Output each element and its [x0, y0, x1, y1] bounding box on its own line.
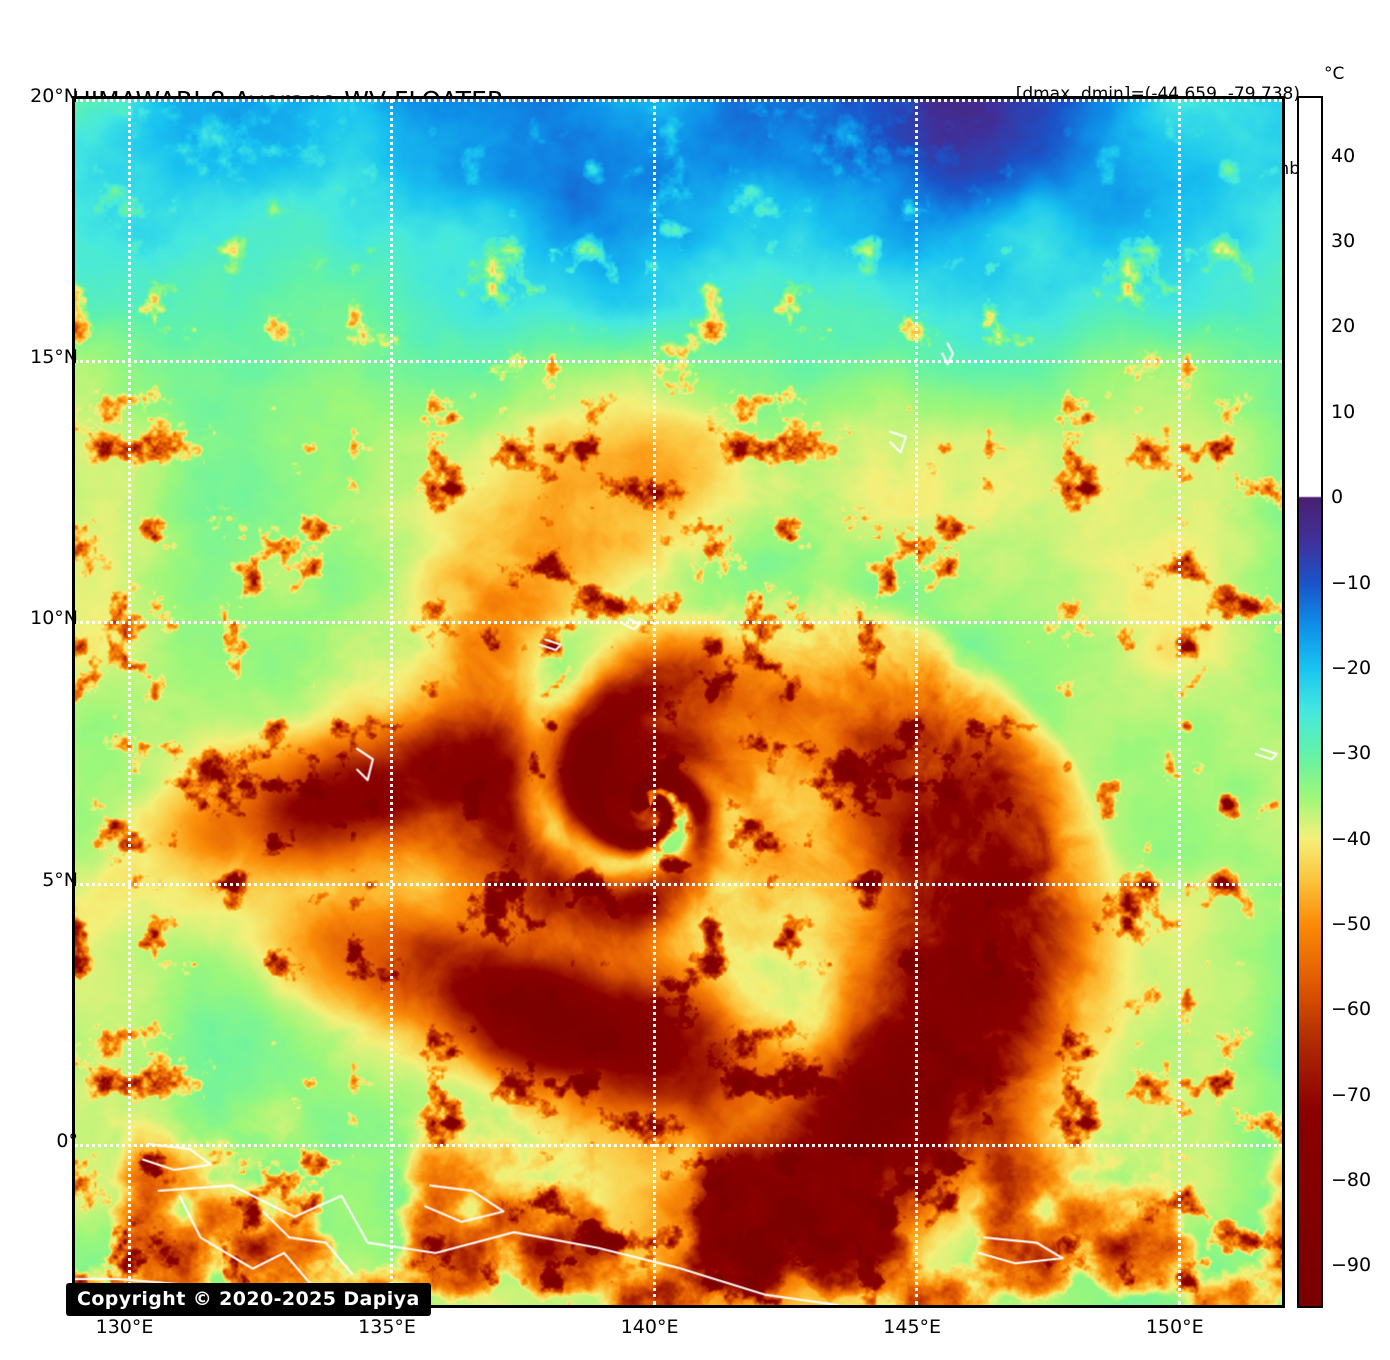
x-axis-tick-label: 145°E: [883, 1316, 942, 1338]
colorbar-tick-label: −50: [1331, 912, 1372, 935]
colorbar-unit-label: °C: [1324, 64, 1345, 84]
colorbar-tick-label: −60: [1331, 998, 1372, 1021]
colorbar-tick-label: −30: [1331, 742, 1372, 765]
y-axis-tick-label: 10°N: [30, 607, 78, 630]
colorbar-tick-label: 0: [1331, 486, 1344, 509]
colorbar-tick-label: 40: [1331, 144, 1356, 167]
colorbar-tick-label: −70: [1331, 1083, 1372, 1106]
colorbar-tick-label: −10: [1331, 571, 1372, 594]
y-axis-tick-label: 15°N: [30, 346, 78, 369]
colorbar-tick-label: 20: [1331, 315, 1356, 338]
colorbar-tick-label: −90: [1331, 1254, 1372, 1277]
x-axis-tick-label: 150°E: [1145, 1316, 1204, 1338]
satellite-imagery-canvas: [75, 99, 1282, 1305]
colorbar-tick-label: −20: [1331, 656, 1372, 679]
y-axis-tick-label: 20°N: [30, 85, 78, 107]
x-axis-tick-label: 135°E: [358, 1316, 416, 1338]
colorbar-tick-label: 10: [1331, 400, 1356, 423]
colorbar-tick-label: −40: [1331, 827, 1372, 850]
satellite-map-plot[interactable]: [72, 96, 1285, 1308]
colorbar-tick-label: 30: [1331, 230, 1356, 253]
x-axis-tick-label: 130°E: [95, 1316, 154, 1338]
y-axis-tick-label: 0°: [56, 1129, 78, 1152]
colorbar-gradient: [1299, 98, 1321, 1306]
x-axis-tick-label: 140°E: [620, 1316, 679, 1338]
copyright-watermark: Copyright © 2020-2025 Dapiya: [66, 1283, 431, 1316]
colorbar-tick-label: −80: [1331, 1168, 1372, 1191]
y-axis-tick-label: 5°N: [42, 868, 78, 891]
temperature-colorbar[interactable]: [1297, 96, 1323, 1308]
